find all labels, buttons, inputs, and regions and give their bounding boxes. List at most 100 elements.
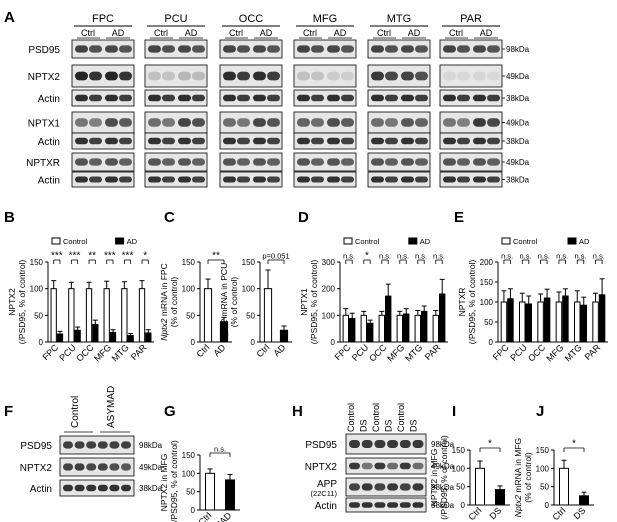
blot-band — [401, 118, 414, 127]
bar-ad — [525, 303, 532, 343]
blot-band — [385, 118, 398, 127]
sig-label: n.s. — [379, 252, 391, 261]
condition-label: AD — [480, 28, 493, 38]
blot-band — [237, 176, 250, 183]
blot-box — [219, 132, 283, 150]
sig-label: *** — [122, 251, 134, 262]
blot-band — [443, 118, 456, 127]
lane-label: DS — [359, 419, 369, 432]
blot-band — [89, 176, 102, 183]
blot-band — [297, 118, 310, 127]
blot-band — [385, 158, 398, 166]
blot-band — [415, 71, 428, 81]
row-label: Actin — [315, 501, 337, 512]
blot-band — [443, 158, 456, 166]
bar-control — [555, 301, 563, 343]
blot-box — [219, 152, 283, 172]
blot-band — [121, 441, 131, 449]
y-tick-label: 150 — [480, 278, 494, 287]
marker-label: 38kDa — [506, 137, 530, 146]
row-label: NPTX2 — [305, 462, 338, 473]
sig-label: *** — [51, 251, 63, 262]
panel-letter-b: B — [4, 209, 15, 226]
y-axis-label-gene: Nptx2 — [219, 319, 229, 341]
bar-control — [263, 288, 273, 343]
bar-control — [138, 288, 146, 343]
blot-band — [361, 440, 373, 448]
region-label: MTG — [387, 13, 411, 25]
sig-label: p=0.051 — [262, 252, 289, 261]
blot-band — [473, 158, 486, 166]
blot-band — [97, 463, 108, 471]
x-tick-label: FPC — [491, 342, 511, 362]
blot-band — [457, 176, 470, 183]
blot-band — [223, 176, 236, 183]
blot-band — [371, 71, 384, 81]
x-tick-label: PAR — [583, 342, 603, 362]
blot-band — [311, 94, 324, 102]
chart-c1: 0 50 100 150 Nptx2 mRNA in FPC (% of control)… — [159, 251, 232, 359]
legend-swatch-control — [343, 237, 353, 245]
bar-control — [203, 288, 213, 343]
bar-ad — [543, 297, 551, 343]
blot-box — [71, 39, 135, 59]
y-axis-label: (% of control) — [229, 277, 239, 328]
y-axis-label: NPTX2 in MFG — [159, 454, 169, 512]
blot-band — [371, 137, 384, 145]
blot-band — [223, 94, 236, 102]
y-tick-label: 50 — [456, 483, 465, 492]
blot-band — [487, 118, 500, 127]
y-tick-label: 150 — [182, 258, 196, 267]
blot-band — [267, 158, 280, 166]
y-axis-label: NPTX2 in MFG — [429, 449, 439, 507]
blot-band — [341, 137, 354, 145]
bar-ad — [349, 318, 356, 343]
y-tick-label: 100 — [322, 311, 336, 320]
blot-band — [223, 158, 236, 166]
blot-box — [219, 64, 283, 88]
blot-band — [374, 462, 386, 470]
condition-label: Ctrl — [229, 28, 243, 38]
blot-box — [293, 152, 357, 172]
sig-label: n.s. — [556, 252, 568, 261]
blot-band — [457, 158, 470, 166]
blot-band — [75, 94, 88, 102]
bar-treatment — [579, 495, 589, 506]
blot-band — [412, 462, 424, 470]
bar-control — [85, 288, 93, 343]
x-tick-label: AD — [271, 342, 287, 358]
lane-label: Control — [371, 403, 381, 432]
bar-control — [574, 301, 581, 343]
y-tick-label: 150 — [452, 446, 466, 455]
bar-control — [432, 314, 440, 343]
blot-band — [148, 118, 161, 127]
bar-treatment — [225, 479, 235, 511]
blot-band — [443, 71, 456, 81]
blot-band — [105, 94, 118, 102]
blot-box — [144, 152, 208, 172]
blot-band — [267, 94, 280, 102]
y-tick-label: 150 — [182, 451, 196, 460]
y-axis-label-rest: mRNA in FPC — [159, 263, 169, 318]
blot-band — [74, 484, 85, 492]
bar-ad — [439, 293, 446, 343]
bar-control — [537, 301, 544, 343]
y-tick-label: 50 — [34, 311, 43, 320]
x-tick-label: FPC — [40, 342, 60, 362]
blot-band — [401, 45, 414, 53]
bar-control — [475, 467, 485, 506]
lane-label: Control — [396, 403, 406, 432]
blot-band — [415, 94, 428, 102]
blot-box — [59, 435, 135, 455]
x-tick-label: PCU — [508, 342, 529, 363]
blot-band — [401, 94, 414, 102]
blot-box — [439, 152, 503, 172]
y-tick-label: 0 — [489, 338, 494, 347]
blot-box — [293, 64, 357, 88]
x-tick-label: MTG — [110, 342, 131, 363]
blot-band — [253, 118, 266, 127]
y-axis-label-rest: mRNA in PCU — [219, 263, 229, 319]
marker-label: 38kDa — [431, 501, 455, 510]
blot-band — [86, 441, 97, 449]
